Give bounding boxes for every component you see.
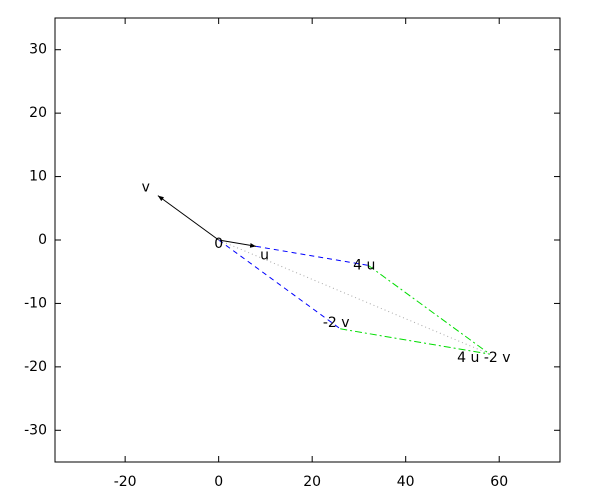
point-label: 4 u	[353, 257, 375, 273]
vector-segment	[367, 264, 491, 355]
point-label: -2 v	[323, 315, 350, 331]
point-label: u	[260, 247, 269, 263]
y-tick-label: 0	[38, 232, 47, 248]
vector-segment	[218, 239, 257, 248]
point-label: v	[142, 180, 150, 196]
point-label: 0	[214, 236, 223, 252]
y-tick-label: 20	[29, 105, 47, 121]
x-tick-label: 0	[214, 474, 223, 490]
vector-segment	[340, 328, 490, 355]
y-tick-label: -30	[24, 422, 47, 438]
x-tick-label: 60	[490, 474, 508, 490]
x-tick-label: 40	[397, 474, 415, 490]
x-tick-label: 20	[303, 474, 321, 490]
vector-segment	[255, 245, 369, 266]
plot-frame	[54, 17, 561, 463]
vector-segment	[157, 195, 219, 241]
y-tick-label: -20	[24, 359, 47, 375]
y-tick-label: -10	[24, 295, 47, 311]
y-tick-label: 10	[29, 169, 47, 185]
x-tick-label: -20	[114, 474, 137, 490]
vector-segment	[218, 239, 341, 330]
y-tick-label: 30	[29, 42, 47, 58]
point-label: 4 u -2 v	[457, 350, 510, 366]
